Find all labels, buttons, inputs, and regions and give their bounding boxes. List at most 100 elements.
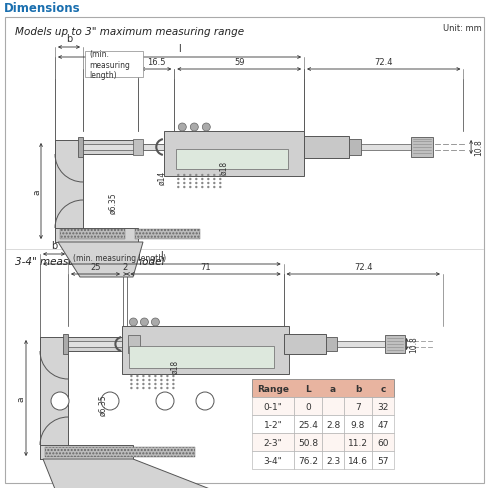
Circle shape [177,183,179,185]
Wedge shape [55,155,83,183]
Circle shape [213,186,215,189]
Text: 1-2": 1-2" [263,420,282,428]
Circle shape [148,375,150,377]
Bar [129,346,273,368]
Bar [325,337,336,351]
Circle shape [172,379,174,382]
Text: 50.8: 50.8 [297,438,317,447]
Circle shape [154,383,156,386]
Bar [321,451,343,469]
Bar [251,415,293,433]
Circle shape [190,124,198,132]
Circle shape [195,186,197,189]
Bar [164,132,304,177]
Circle shape [196,392,214,410]
Circle shape [160,375,163,377]
Text: 16.5: 16.5 [146,58,165,67]
Circle shape [207,179,209,181]
Circle shape [207,174,209,177]
Text: 59: 59 [233,58,244,67]
Bar [371,433,393,451]
Text: 3-4" measuring range model: 3-4" measuring range model [15,257,164,266]
Bar [384,335,404,353]
Bar [40,351,68,445]
Text: b: b [354,384,361,393]
Circle shape [172,375,174,377]
Circle shape [148,383,150,386]
Circle shape [130,375,132,377]
Text: 72.4: 72.4 [353,263,372,271]
Circle shape [160,379,163,382]
Circle shape [136,379,138,382]
Bar [83,145,168,151]
Text: (min.
measuring
length): (min. measuring length) [89,50,130,80]
Bar [128,335,140,353]
Circle shape [213,183,215,185]
Bar [135,229,200,240]
Text: L: L [305,384,310,393]
Text: 2: 2 [122,263,127,271]
Text: ø18: ø18 [219,161,228,175]
Circle shape [136,383,138,386]
Text: Models up to 3" maximum measuring range: Models up to 3" maximum measuring range [15,27,244,37]
Text: 2.3: 2.3 [325,456,340,465]
Wedge shape [55,201,83,228]
Circle shape [136,387,138,389]
Circle shape [183,186,185,189]
Bar [293,415,321,433]
Text: 7: 7 [354,402,360,411]
Bar [336,341,384,347]
Text: 9.8: 9.8 [350,420,365,428]
Wedge shape [40,417,68,445]
Circle shape [177,186,179,189]
Bar [251,433,293,451]
Circle shape [160,387,163,389]
Bar [122,326,288,374]
Bar [371,415,393,433]
Circle shape [219,174,221,177]
Polygon shape [58,243,142,278]
Circle shape [140,318,148,326]
Text: Dimensions: Dimensions [4,2,81,16]
Circle shape [148,379,150,382]
Bar [343,415,371,433]
Circle shape [219,179,221,181]
Bar [343,433,371,451]
Bar [133,140,142,156]
Circle shape [172,383,174,386]
Circle shape [219,186,221,189]
Text: 32: 32 [377,402,388,411]
Circle shape [178,124,186,132]
Circle shape [177,174,179,177]
Text: (min. measuring length): (min. measuring length) [73,253,166,263]
Bar [343,451,371,469]
Text: l: l [160,250,163,261]
Circle shape [213,174,215,177]
Text: a: a [32,189,41,194]
Text: a: a [329,384,335,393]
Text: 47: 47 [377,420,388,428]
Circle shape [130,379,132,382]
Text: ø18: ø18 [170,359,180,373]
Circle shape [130,387,132,389]
Circle shape [142,379,144,382]
Circle shape [201,186,203,189]
Circle shape [189,174,191,177]
Circle shape [160,383,163,386]
Bar [251,397,293,415]
Text: ø6.35: ø6.35 [108,192,117,213]
Bar [176,150,287,170]
Text: 25.4: 25.4 [298,420,317,428]
Bar [371,451,393,469]
Bar [348,140,360,156]
Circle shape [154,375,156,377]
Text: l: l [178,44,181,54]
Wedge shape [40,351,68,379]
Circle shape [166,379,168,382]
Text: b: b [66,34,72,44]
Bar [55,155,83,228]
Text: 71: 71 [200,263,210,271]
Circle shape [189,186,191,189]
Polygon shape [43,459,209,488]
Circle shape [148,387,150,389]
